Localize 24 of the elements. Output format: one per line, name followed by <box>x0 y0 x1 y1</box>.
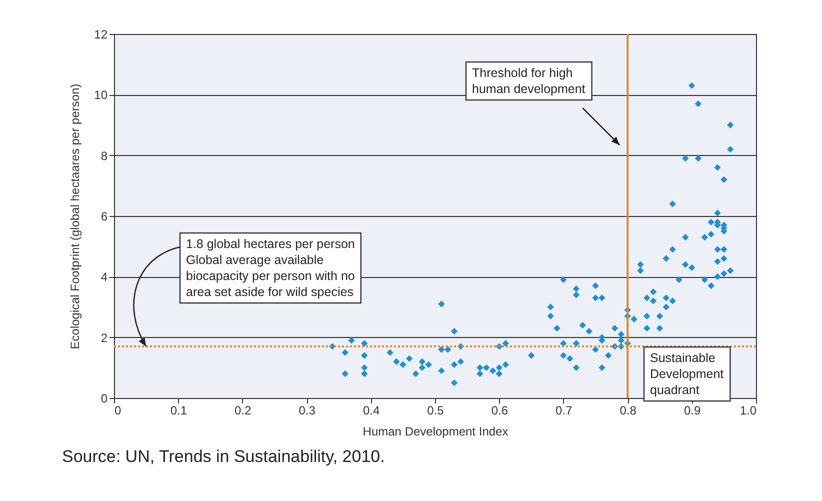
y-tick-label: 4 <box>100 270 108 284</box>
y-tick-label: 8 <box>100 148 108 163</box>
annotation: Sustainable Development quadrant <box>650 351 724 397</box>
x-tick-label: 0 <box>114 404 122 418</box>
x-tick-label: 0.3 <box>298 404 316 418</box>
x-tick-label: 0.4 <box>362 404 380 418</box>
x-tick-label: 0.5 <box>427 404 444 418</box>
x-tick-label: 0.8 <box>620 404 637 418</box>
y-tick-label: 6 <box>100 210 108 224</box>
source-note: Source: UN, Trends in Sustainability, 2010. <box>61 446 386 467</box>
x-axis-title: Human Development Index <box>362 424 508 438</box>
x-tick-label: 0.1 <box>170 404 188 418</box>
annotation: Threshold for high human development <box>472 66 586 96</box>
y-tick-label: 2 <box>100 330 108 345</box>
x-tick-label: 0.7 <box>556 404 573 418</box>
y-tick-label: 10 <box>94 88 108 102</box>
x-tick-label: 0.6 <box>491 404 508 418</box>
annotation: 1.8 global hectares per person Global average available biocapacity per person with no area set aside for wild species <box>186 237 355 299</box>
y-tick-label: 12 <box>94 28 108 42</box>
x-tick-label: 0.9 <box>684 404 701 418</box>
y-tick-label: 0 <box>100 392 108 406</box>
x-tick-label: 1.0 <box>740 404 757 418</box>
x-tick-label: 0.2 <box>234 404 252 418</box>
y-axis-title: Ecological Footprint (global hectaares per person) <box>68 84 82 350</box>
